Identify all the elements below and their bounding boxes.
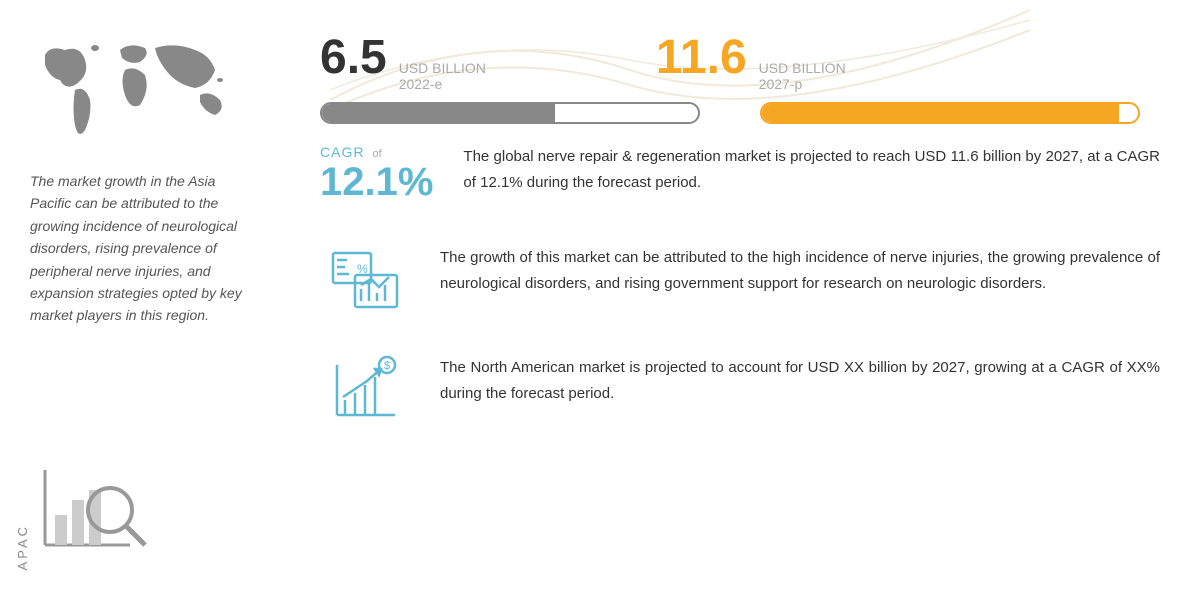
bar-2022 [320, 102, 700, 124]
bar-2022-fill [322, 104, 555, 122]
bar-2027-fill [762, 104, 1119, 122]
info-row-1: % The growth of this market can be attri… [320, 245, 1160, 315]
metric-2022-label: USD BILLION 2022-e [399, 60, 486, 92]
chart-magnify-icon [30, 460, 160, 570]
growth-icon: $ [320, 355, 410, 425]
bar-2027 [760, 102, 1140, 124]
cagr-of: of [372, 148, 381, 160]
info1-text: The growth of this market can be attribu… [440, 245, 1160, 296]
metric-2027-value: 11.6 [656, 30, 747, 85]
svg-text:$: $ [384, 360, 390, 372]
metric-2027-label: USD BILLION 2027-p [759, 60, 846, 92]
bars-row [320, 102, 1160, 124]
metric-2022-year: 2022-e [399, 76, 486, 92]
metric-2027-unit: USD BILLION [759, 60, 846, 76]
cagr-block: CAGR of 12.1% [320, 144, 433, 205]
cagr-row: CAGR of 12.1% The global nerve repair & … [320, 144, 1160, 205]
metric-2022: 6.5 USD BILLION 2022-e [320, 30, 486, 92]
cagr-label: CAGR [320, 144, 364, 160]
metric-2022-value: 6.5 [320, 30, 387, 85]
info-row-2: $ The North American market is projected… [320, 355, 1160, 425]
left-column: The market growth in the Asia Pacific ca… [0, 0, 280, 600]
stats-icon: % [320, 245, 410, 315]
apac-label: APAC [15, 524, 30, 570]
metric-2022-unit: USD BILLION [399, 60, 486, 76]
metric-2027: 11.6 USD BILLION 2027-p [656, 30, 846, 92]
metric-2027-year: 2027-p [759, 76, 846, 92]
world-map-icon [30, 30, 250, 150]
metrics-row: 6.5 USD BILLION 2022-e 11.6 USD BILLION … [320, 30, 1160, 92]
right-column: 6.5 USD BILLION 2022-e 11.6 USD BILLION … [280, 0, 1200, 600]
info2-text: The North American market is projected t… [440, 355, 1160, 406]
left-description: The market growth in the Asia Pacific ca… [30, 170, 260, 327]
cagr-value: 12.1% [320, 160, 433, 205]
cagr-description: The global nerve repair & regeneration m… [463, 144, 1160, 195]
